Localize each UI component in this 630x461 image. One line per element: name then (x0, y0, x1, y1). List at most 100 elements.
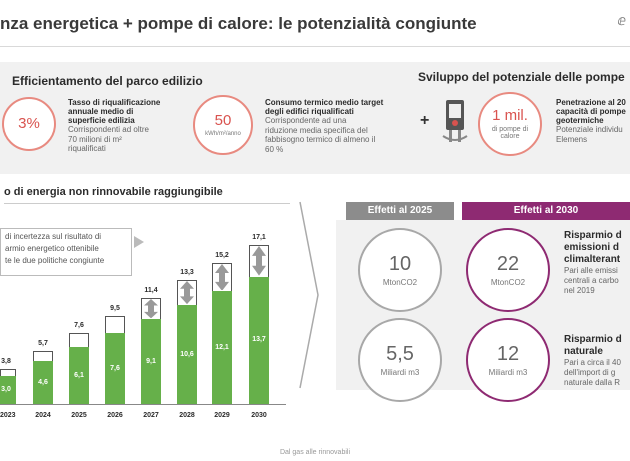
gas-savings-text: Risparmio d naturale Pari a circa il 40 … (564, 334, 630, 388)
bar-value-label: 12,1 (215, 343, 229, 351)
page-title: nza energetica + pompe di calore: le pot… (0, 14, 477, 33)
x-axis (0, 404, 286, 405)
item-bold-line: Penetrazione al 20 (556, 98, 626, 107)
ring-value: 3% (18, 115, 40, 132)
item-renovation-rate: Tasso di riqualificazione annuale medio … (68, 98, 188, 154)
effect-text-line: dell'import di g (564, 368, 616, 377)
bar-total-label: 5,7 (38, 339, 48, 347)
callout-line: te le due politiche congiunte (5, 256, 105, 265)
ring-heat-pumps: 1 mil. di pompe di calore (478, 92, 542, 156)
bar-value-label: 9,1 (146, 357, 156, 365)
item-bold-line: degli edifici riqualificati (265, 107, 354, 116)
uncertainty-arrow-icon (249, 245, 269, 277)
x-tick-label: 2028 (179, 412, 195, 419)
callout-pointer (134, 236, 144, 248)
circle-value: 12 (496, 343, 520, 365)
x-tick-label: 2029 (214, 412, 230, 419)
bar-value-label: 7,6 (110, 364, 120, 372)
item-heat-pumps: Penetrazione al 20 capacità di pompe geo… (556, 98, 630, 144)
plus-sign: + (420, 112, 430, 129)
bar-total-label: 3,8 (1, 357, 11, 365)
chart-title-underline (4, 203, 290, 204)
effect-text-line: Pari alle emissi (564, 266, 618, 275)
bar-total-label: 11,4 (144, 286, 158, 294)
bar-uncertainty-2025 (69, 333, 89, 349)
item-bold-line: superficie edilizia (68, 116, 135, 125)
bar-value-label: 4,6 (38, 378, 48, 386)
item-bold-line: geotermiche (556, 116, 604, 125)
callout-line: armio energetico ottenibile (5, 244, 99, 253)
x-tick-label: 2026 (107, 412, 123, 419)
x-tick-label: 2025 (71, 412, 87, 419)
callout-line: di incertezza sul risultato di (5, 232, 102, 241)
bar-chart: 3,0 3,8 2023 4,6 5,7 2024 6,1 7,6 2025 7,6 9,5 2026… (0, 0, 300, 430)
item-text-line: 60 % (265, 144, 284, 154)
ring-value: 50 (214, 112, 232, 129)
bar-base-2030 (249, 276, 269, 404)
bar-base-2028 (177, 305, 197, 404)
effect-heading-line: Risparmio d (564, 230, 622, 241)
uncertainty-callout: di incertezza sul risultato di armio ene… (0, 228, 132, 276)
circle-unit: MtonCO2 (490, 278, 526, 287)
ring-renovation-rate: 3% (2, 97, 56, 151)
item-text-line: fabbisogno termico di almeno il (265, 135, 376, 144)
header-divider (0, 46, 630, 47)
ring-unit: kWh/m²/anno (205, 131, 241, 137)
item-text-line: Elemens (556, 134, 588, 144)
bar-total-label: 13,3 (180, 269, 194, 277)
item-bold-line: capacità di pompe (556, 107, 626, 116)
effect-text-line: centrali a carbo (564, 276, 619, 285)
item-bold-line: annuale medio di (68, 107, 134, 116)
bar-base-2027 (141, 319, 161, 404)
effect-text-line: Pari a circa il 40 (564, 358, 621, 367)
item-text-line: Corrispondenti ad oltre (68, 125, 149, 134)
tab-effects-2025: Effetti al 2025 (346, 202, 454, 220)
item-thermal-target: Consumo termico medio target degli edifi… (265, 98, 410, 154)
uncertainty-arrow-icon (141, 298, 161, 319)
bar-base-2029 (212, 291, 232, 404)
circle-unit: Miliardi m3 (488, 368, 528, 377)
effect-heading-line: climalterant (564, 254, 621, 265)
item-text-line: 70 milioni di m² (68, 134, 122, 144)
left-section-heading: Efficientamento del parco edilizio (12, 74, 203, 88)
item-text-line: Corrispondente ad una (265, 116, 347, 125)
right-section-heading: Sviluppo del potenziale delle pompe (418, 70, 625, 84)
bar-value-label: 13,7 (252, 336, 266, 344)
brand-logo-icon: ⅇ (617, 12, 626, 28)
x-tick-label: 2024 (35, 412, 51, 419)
bar-total-label: 17,1 (252, 233, 266, 241)
item-text-line: riqualificati (68, 144, 106, 153)
item-text-line: riduzione media specifica del (265, 125, 368, 135)
item-bold-line: Tasso di riqualificazione (68, 98, 161, 107)
ring-unit: di pompe di calore (491, 126, 529, 140)
footer-text: Dal gas alle rinnovabili (279, 449, 351, 456)
bar-value-label: 10,6 (180, 350, 194, 358)
circle-co2-2030: 22 MtonCO2 (466, 228, 550, 312)
item-text-line: Potenziale individu (556, 125, 623, 134)
circle-co2-2025: 10 MtonCO2 (358, 228, 442, 312)
effect-text-line: nel 2019 (564, 286, 595, 295)
bar-total-label: 15,2 (215, 251, 229, 259)
bar-total-label: 7,6 (74, 322, 84, 330)
x-tick-label: 2027 (143, 412, 159, 419)
circle-value: 10 (388, 253, 412, 275)
circle-gas-2025: 5,5 Miliardi m3 (358, 318, 442, 402)
circle-unit: MtonCO2 (382, 278, 418, 287)
bar-uncertainty-2026 (105, 315, 125, 335)
circle-value: 5,5 (386, 343, 414, 365)
bar-value-label: 6,1 (74, 371, 84, 379)
circle-gas-2030: 12 Miliardi m3 (466, 318, 550, 402)
chart-title: o di energia non rinnovabile raggiungibi… (4, 186, 223, 198)
heat-pump-icon (440, 98, 470, 144)
effect-text-line: naturale dalla R (564, 378, 621, 387)
x-tick-label: 2030 (251, 412, 267, 419)
ring-value: 1 mil. (492, 107, 528, 124)
bar-base-2025 (69, 347, 89, 404)
uncertainty-arrow-icon (177, 280, 197, 305)
effect-heading-line: naturale (564, 346, 603, 357)
bar-base-2024 (33, 361, 53, 404)
ring-thermal-target: 50 kWh/m²/anno (193, 95, 253, 155)
bar-base-2023 (0, 376, 16, 404)
effect-heading-line: emissioni d (564, 242, 620, 253)
chevron-right-icon (298, 200, 320, 395)
